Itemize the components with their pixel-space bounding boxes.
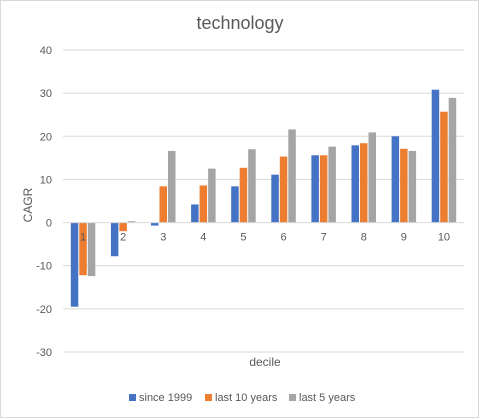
legend-label: last 5 years <box>299 392 356 404</box>
bar-since-1999-decile-7 <box>311 155 319 223</box>
bar-last-10-years-decile-8 <box>360 143 368 223</box>
bar-last-5-years-decile-4 <box>208 168 216 223</box>
bar-series <box>70 89 457 307</box>
x-tick-label: 2 <box>120 232 126 244</box>
bar-last-10-years-decile-10 <box>440 111 448 223</box>
bar-since-1999-decile-3 <box>151 222 159 226</box>
bar-since-1999-decile-10 <box>431 89 440 223</box>
x-tick-label: 4 <box>200 232 206 244</box>
y-tick-label: -10 <box>36 261 52 273</box>
legend-item-last-5-years: last 5 years <box>289 392 356 404</box>
x-tick-label: 8 <box>361 232 367 244</box>
legend-item-since-1999: since 1999 <box>129 392 192 404</box>
bar-since-1999-decile-8 <box>351 145 359 223</box>
bar-last-5-years-decile-1 <box>87 222 96 277</box>
y-tick-label: -20 <box>36 304 52 316</box>
bar-last-10-years-decile-2 <box>119 222 127 232</box>
bar-last-5-years-decile-5 <box>248 149 256 223</box>
bar-last-10-years-decile-4 <box>199 185 208 223</box>
x-axis-title: decile <box>249 355 281 369</box>
y-tick-label: 30 <box>40 88 52 100</box>
legend-item-last-10-years: last 10 years <box>205 392 278 404</box>
bar-last-5-years-decile-8 <box>368 132 376 223</box>
bar-last-5-years-decile-7 <box>328 146 336 223</box>
bar-since-1999-decile-2 <box>110 222 119 257</box>
x-tick-label: 3 <box>160 232 166 244</box>
bar-since-1999-decile-9 <box>391 136 400 223</box>
bar-since-1999-decile-6 <box>271 174 279 223</box>
bar-last-5-years-decile-6 <box>288 129 296 223</box>
bar-last-5-years-decile-2 <box>127 221 136 223</box>
x-tick-label: 1 <box>80 232 86 244</box>
x-tick-label: 7 <box>321 232 327 244</box>
bar-last-10-years-decile-9 <box>400 148 408 223</box>
y-axis-title: CAGR <box>21 187 35 222</box>
legend-swatch <box>289 394 296 401</box>
bar-since-1999-decile-5 <box>231 186 239 223</box>
x-axis-tick-labels: 1 2 3 4 5 6 7 8 9 10 <box>80 232 450 244</box>
bar-last-10-years-decile-7 <box>319 155 328 223</box>
x-tick-label: 6 <box>280 232 286 244</box>
y-tick-label: 10 <box>40 174 52 186</box>
x-tick-label: 10 <box>438 232 450 244</box>
legend-label: last 10 years <box>215 392 278 404</box>
legend: since 1999 last 10 years last 5 years <box>129 392 356 404</box>
x-tick-label: 9 <box>401 232 407 244</box>
bar-last-10-years-decile-5 <box>239 167 248 223</box>
gridlines <box>63 49 464 353</box>
y-tick-label: 0 <box>46 218 52 230</box>
y-axis-tick-labels: -30 -20 -10 0 10 20 30 40 <box>36 45 52 359</box>
bar-last-5-years-decile-10 <box>448 97 457 223</box>
bar-last-5-years-decile-3 <box>168 150 176 223</box>
bar-last-10-years-decile-1 <box>79 222 87 276</box>
legend-swatch <box>205 394 212 401</box>
y-tick-label: 40 <box>40 45 52 57</box>
legend-label: since 1999 <box>139 392 192 404</box>
x-tick-label: 5 <box>240 232 246 244</box>
chart-title: technology <box>196 13 283 33</box>
bar-since-1999-decile-1 <box>70 222 79 307</box>
y-tick-label: -30 <box>36 347 52 359</box>
bar-last-10-years-decile-3 <box>159 186 167 223</box>
legend-swatch <box>129 394 136 401</box>
bar-last-10-years-decile-6 <box>279 156 288 223</box>
bar-last-5-years-decile-9 <box>408 150 417 223</box>
bar-since-1999-decile-4 <box>191 204 199 223</box>
y-tick-label: 20 <box>40 131 52 143</box>
